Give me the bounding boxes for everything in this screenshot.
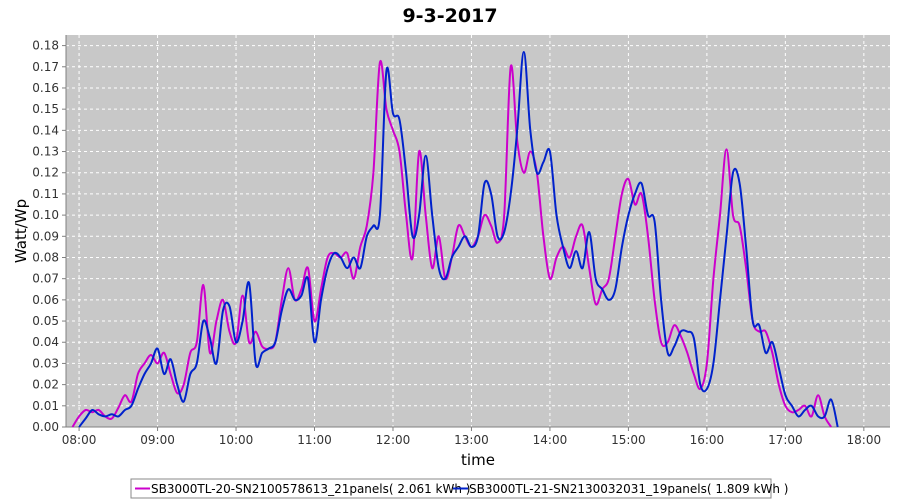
y-tick-label: 0.10 xyxy=(32,208,59,222)
x-tick-label: 18:00 xyxy=(847,433,882,447)
y-tick-label: 0.11 xyxy=(32,187,59,201)
gridlines xyxy=(66,35,890,428)
legend-label-series-1: SB3000TL-20-SN2100578613_21panels( 2.061… xyxy=(151,482,470,496)
y-tick-label: 0.07 xyxy=(32,272,59,286)
y-tick-label: 0.08 xyxy=(32,250,59,264)
y-tick-label: 0.00 xyxy=(32,420,59,434)
x-tick-label: 14:00 xyxy=(533,433,568,447)
legend-label-series-2: SB3000TL-21-SN2130032031_19panels( 1.809… xyxy=(469,482,788,496)
y-axis-label: Watt/Wp xyxy=(12,199,30,263)
x-axis: 08:00 09:00 10:00 11:00 12:00 13:00 14:00 15:00… xyxy=(62,426,890,447)
y-tick-label: 0.16 xyxy=(32,81,59,95)
y-tick-label: 0.15 xyxy=(32,102,59,116)
y-tick-label: 0.14 xyxy=(32,123,59,137)
x-tick-label: 11:00 xyxy=(297,433,332,447)
series-line-2 xyxy=(78,51,839,428)
x-tick-label: 10:00 xyxy=(219,433,254,447)
y-tick-label: 0.18 xyxy=(32,39,59,53)
x-tick-label: 13:00 xyxy=(454,433,489,447)
x-tick-label: 16:00 xyxy=(690,433,725,447)
y-tick-label: 0.17 xyxy=(32,60,59,74)
x-tick-label: 09:00 xyxy=(140,433,175,447)
y-tick-label: 0.01 xyxy=(32,399,59,413)
x-axis-label: time xyxy=(461,451,495,469)
y-tick-label: 0.04 xyxy=(32,335,59,349)
y-tick-label: 0.13 xyxy=(32,145,59,159)
legend-box xyxy=(130,478,772,499)
x-tick-label: 08:00 xyxy=(62,433,97,447)
y-tick-label: 0.12 xyxy=(32,166,59,180)
y-tick-label: 0.09 xyxy=(32,229,59,243)
x-tick-label: 17:00 xyxy=(768,433,803,447)
y-tick-label: 0.05 xyxy=(32,314,59,328)
legend: SB3000TL-20-SN2100578613_21panels( 2.061… xyxy=(130,478,788,499)
y-tick-label: 0.03 xyxy=(32,356,59,370)
y-axis: 0.00 0.01 0.02 0.03 0.04 0.05 0.06 0.07 0.08 0.09… xyxy=(32,35,67,434)
chart-title: 9-3-2017 xyxy=(402,5,497,27)
x-tick-label: 12:00 xyxy=(376,433,411,447)
y-tick-label: 0.06 xyxy=(32,293,59,307)
y-tick-label: 0.02 xyxy=(32,378,59,392)
x-tick-label: 15:00 xyxy=(611,433,646,447)
series-lines xyxy=(71,51,839,428)
